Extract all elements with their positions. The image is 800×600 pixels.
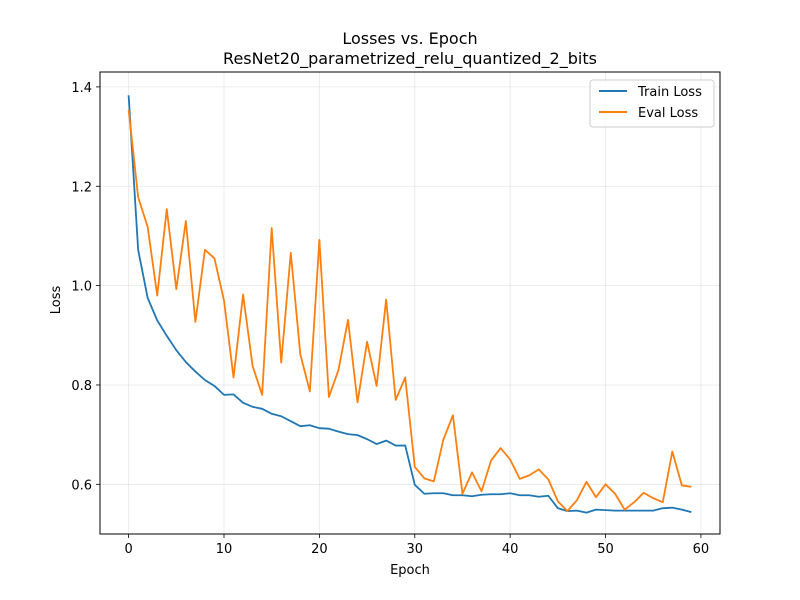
- x-tick-label: 50: [597, 542, 614, 557]
- x-tick-label: 40: [502, 542, 519, 557]
- x-axis-label: Epoch: [390, 563, 430, 578]
- y-tick-label: 1.0: [71, 280, 92, 295]
- series-line-eval-loss: [127, 109, 692, 513]
- y-tick-label: 0.6: [71, 478, 92, 493]
- series-lines: [127, 95, 692, 514]
- legend-label-train-loss: Train Loss: [637, 85, 702, 100]
- y-tick-label: 1.2: [71, 180, 92, 195]
- chart-subtitle: ResNet20_parametrized_relu_quantized_2_b…: [223, 49, 597, 69]
- ticks: 0 10 20 30 40 50 60 0.6 0.8 1.0 1.2 1.4: [71, 81, 709, 557]
- x-tick-label: 60: [693, 542, 710, 557]
- series-line-train-loss: [127, 95, 692, 514]
- legend-label-eval-loss: Eval Loss: [638, 106, 698, 121]
- y-tick-label: 0.8: [71, 379, 92, 394]
- x-tick-label: 30: [406, 542, 423, 557]
- grid: [100, 72, 720, 534]
- chart-title: Losses vs. Epoch: [342, 29, 477, 48]
- legend: Train Loss Eval Loss: [589, 79, 715, 128]
- x-tick-label: 20: [311, 542, 328, 557]
- y-tick-label: 1.4: [71, 81, 92, 96]
- x-tick-label: 0: [124, 542, 132, 557]
- x-tick-label: 10: [216, 542, 233, 557]
- y-axis-label: Loss: [49, 286, 64, 315]
- plot-frame: [99, 71, 721, 535]
